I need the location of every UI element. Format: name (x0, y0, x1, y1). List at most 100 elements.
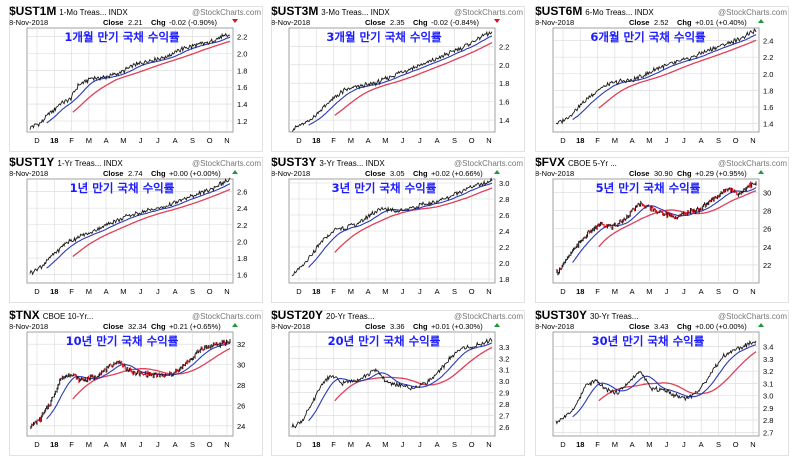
chart-title: 3년 만기 국채 수익률 (332, 181, 437, 195)
date-label: 8-Nov-2018 (9, 322, 48, 331)
panel-border (9, 157, 263, 303)
date-label: 8-Nov-2018 (271, 18, 310, 27)
stockcharts-watermark: @StockCharts.com (718, 8, 787, 17)
close-value: 30.90 (654, 169, 673, 178)
close-label: Close (629, 18, 649, 27)
y-tick-label: 2.0 (499, 61, 509, 70)
x-tick-label: F (69, 136, 74, 145)
ticker-symbol: $UST1Y (9, 157, 54, 169)
chart-panel-ust1m: $UST1M 1-Mo Treas... INDX @StockCharts.com… (9, 6, 263, 152)
y-tick-label: 1.4 (237, 100, 247, 109)
x-tick-label: F (595, 136, 600, 145)
moving-average-fast (308, 342, 493, 422)
moving-average-fast (46, 36, 231, 124)
chart-title: 10년 만기 국채 수익률 (66, 334, 179, 348)
y-tick-label: 24 (237, 422, 245, 431)
x-tick-label: A (366, 440, 371, 449)
x-tick-label: M (612, 136, 618, 145)
date-label: 8-Nov-2018 (9, 18, 48, 27)
chg-value: -0.02 (-0.84%) (431, 18, 479, 27)
x-tick-label: A (104, 440, 109, 449)
y-tick-label: 24 (763, 243, 771, 252)
x-tick-label: J (682, 287, 686, 296)
y-tick-label: 3.4 (763, 343, 773, 352)
instrument-name: 20-Yr Treas... (326, 312, 374, 321)
x-tick-label: M (612, 287, 618, 296)
x-tick-label: D (560, 136, 566, 145)
chart-title: 1개월 만기 국채 수익률 (64, 30, 180, 44)
instrument-name: 6-Mo Treas... INDX (585, 8, 654, 17)
x-tick-label: F (595, 440, 600, 449)
x-tick-label: 18 (50, 287, 58, 296)
chart-svg: $UST3Y 3-Yr Treas... INDX @StockCharts.com… (271, 157, 525, 303)
x-tick-label: M (612, 440, 618, 449)
chart-panel-ust1y: $UST1Y 1-Yr Treas... INDX @StockCharts.com… (9, 157, 263, 303)
chg-label: Chg (413, 322, 428, 331)
x-tick-label: 18 (576, 136, 584, 145)
y-tick-label: 2.0 (237, 49, 247, 58)
x-tick-label: O (207, 136, 213, 145)
date-label: 8-Nov-2018 (535, 169, 574, 178)
x-tick-label: J (665, 440, 669, 449)
y-tick-label: 1.4 (499, 116, 509, 125)
x-tick-label: M (382, 440, 388, 449)
y-tick-label: 1.8 (499, 79, 509, 88)
close-value: 2.21 (128, 18, 143, 27)
x-tick-label: J (401, 287, 405, 296)
chart-panel-ust6m: $UST6M 6-Mo Treas... INDX @StockCharts.com… (535, 6, 789, 152)
instrument-name: 1-Yr Treas... INDX (57, 159, 123, 168)
y-tick-label: 3.3 (499, 343, 509, 352)
x-tick-label: A (630, 440, 635, 449)
y-tick-label: 1.8 (237, 254, 247, 263)
y-tick-label: 26 (763, 225, 771, 234)
x-tick-label: J (401, 136, 405, 145)
x-tick-label: J (156, 287, 160, 296)
moving-average-fast (308, 35, 493, 126)
instrument-name: CBOE 10-Yr... (43, 312, 94, 321)
close-value: 2.74 (128, 169, 143, 178)
panel-border (535, 157, 789, 303)
x-tick-label: N (224, 136, 229, 145)
moving-average-slow (334, 187, 493, 253)
chg-label: Chg (677, 322, 692, 331)
x-tick-label: M (646, 440, 652, 449)
x-tick-label: A (173, 287, 178, 296)
x-tick-label: A (104, 136, 109, 145)
ticker-symbol: $UST3Y (271, 157, 316, 169)
moving-average-slow (72, 40, 231, 113)
chart-title: 20년 만기 국채 수익률 (328, 334, 441, 348)
x-tick-label: A (104, 287, 109, 296)
x-tick-label: F (69, 287, 74, 296)
price-line (291, 337, 493, 429)
x-tick-label: O (469, 440, 475, 449)
y-tick-label: 2.0 (763, 70, 773, 79)
moving-average-slow (598, 190, 757, 248)
y-tick-label: 22 (763, 261, 771, 270)
x-tick-label: D (296, 440, 302, 449)
x-tick-label: D (34, 440, 40, 449)
y-tick-label: 1.2 (237, 117, 247, 126)
y-tick-label: 2.6 (499, 211, 509, 220)
instrument-name: 1-Mo Treas... INDX (59, 8, 128, 17)
x-tick-label: 18 (312, 440, 320, 449)
date-label: 8-Nov-2018 (271, 169, 310, 178)
x-tick-label: O (733, 136, 739, 145)
y-tick-label: 2.7 (763, 428, 773, 437)
ticker-symbol: $UST30Y (535, 310, 587, 322)
chart-svg: $TNX CBOE 10-Yr... @StockCharts.com 8-Nov-2… (9, 310, 263, 456)
x-tick-label: O (469, 287, 475, 296)
y-tick-label: 1.8 (763, 86, 773, 95)
chart-title: 30년 만기 국채 수익률 (592, 334, 705, 348)
x-tick-label: A (435, 287, 440, 296)
y-tick-label: 2.2 (499, 243, 509, 252)
x-tick-label: S (452, 136, 457, 145)
change-up-icon (758, 170, 764, 174)
chart-title: 3개월 만기 국채 수익률 (326, 30, 442, 44)
x-tick-label: S (716, 287, 721, 296)
stockcharts-watermark: @StockCharts.com (192, 312, 261, 321)
close-label: Close (365, 18, 385, 27)
moving-average-slow (598, 351, 757, 402)
close-label: Close (103, 169, 123, 178)
plot-area (26, 27, 234, 133)
stockcharts-watermark: @StockCharts.com (192, 8, 261, 17)
